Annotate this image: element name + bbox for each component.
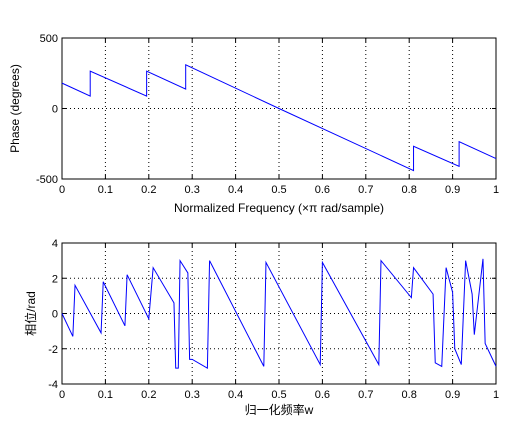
bottom-xtick-label: 0.6 xyxy=(315,389,330,401)
bottom-ytick-label: 2 xyxy=(52,273,58,285)
top-xtick-label: 0.4 xyxy=(228,184,243,196)
top-xtick-label: 0.2 xyxy=(141,184,156,196)
top-ytick-label: 0 xyxy=(52,104,58,116)
top-x-axis-label: Normalized Frequency (×π rad/sample) xyxy=(174,201,384,215)
bottom-ytick-label: 0 xyxy=(52,309,58,321)
bottom-xtick-label: 0.7 xyxy=(358,389,373,401)
bottom-xtick-label: 0.4 xyxy=(228,389,243,401)
top-xtick-label: 0.8 xyxy=(402,184,417,196)
bottom-y-axis-label: 相位/rad xyxy=(23,291,38,336)
bottom-ytick-label: -2 xyxy=(48,344,58,356)
top-y-axis-label: Phase (degrees) xyxy=(8,64,22,153)
top-xtick-label: 0.6 xyxy=(315,184,330,196)
bottom-xtick-label: 0.8 xyxy=(402,389,417,401)
top-series-line xyxy=(61,64,497,172)
bottom-series-line xyxy=(61,258,497,369)
bottom-xtick-label: 0.3 xyxy=(185,389,200,401)
bottom-xtick-label: 1 xyxy=(493,389,499,401)
top-xtick-label: 1 xyxy=(493,184,499,196)
top-xtick-label: 0.5 xyxy=(271,184,286,196)
phase-rad-chart: 0 0.1 0.2 0.3 0.4 0.5 0.6 0.7 0.8 0.9 1 -4 -2 0 2 4 归一化频… xyxy=(23,238,499,417)
top-xtick-label: 0.9 xyxy=(445,184,460,196)
bottom-xtick-label: 0.5 xyxy=(271,389,286,401)
top-xtick-label: 0.3 xyxy=(185,184,200,196)
bottom-ytick-label: 4 xyxy=(52,238,58,250)
top-ytick-label: 500 xyxy=(40,33,58,45)
bottom-ytick-label: -4 xyxy=(48,379,58,391)
top-xtick-label: 0 xyxy=(59,184,65,196)
bottom-xtick-label: 0 xyxy=(59,389,65,401)
bottom-x-axis-label: 归一化频率w xyxy=(245,402,314,417)
top-xtick-label: 0.1 xyxy=(98,184,113,196)
bottom-xtick-label: 0.9 xyxy=(445,389,460,401)
bottom-xtick-label: 0.1 xyxy=(98,389,113,401)
top-xtick-label: 0.7 xyxy=(358,184,373,196)
top-ytick-label: -500 xyxy=(36,174,58,186)
phase-degrees-chart: 0 0.1 0.2 0.3 0.4 0.5 0.6 0.7 0.8 0.9 1-5000500Nor… xyxy=(8,33,499,215)
bottom-xtick-label: 0.2 xyxy=(141,389,156,401)
